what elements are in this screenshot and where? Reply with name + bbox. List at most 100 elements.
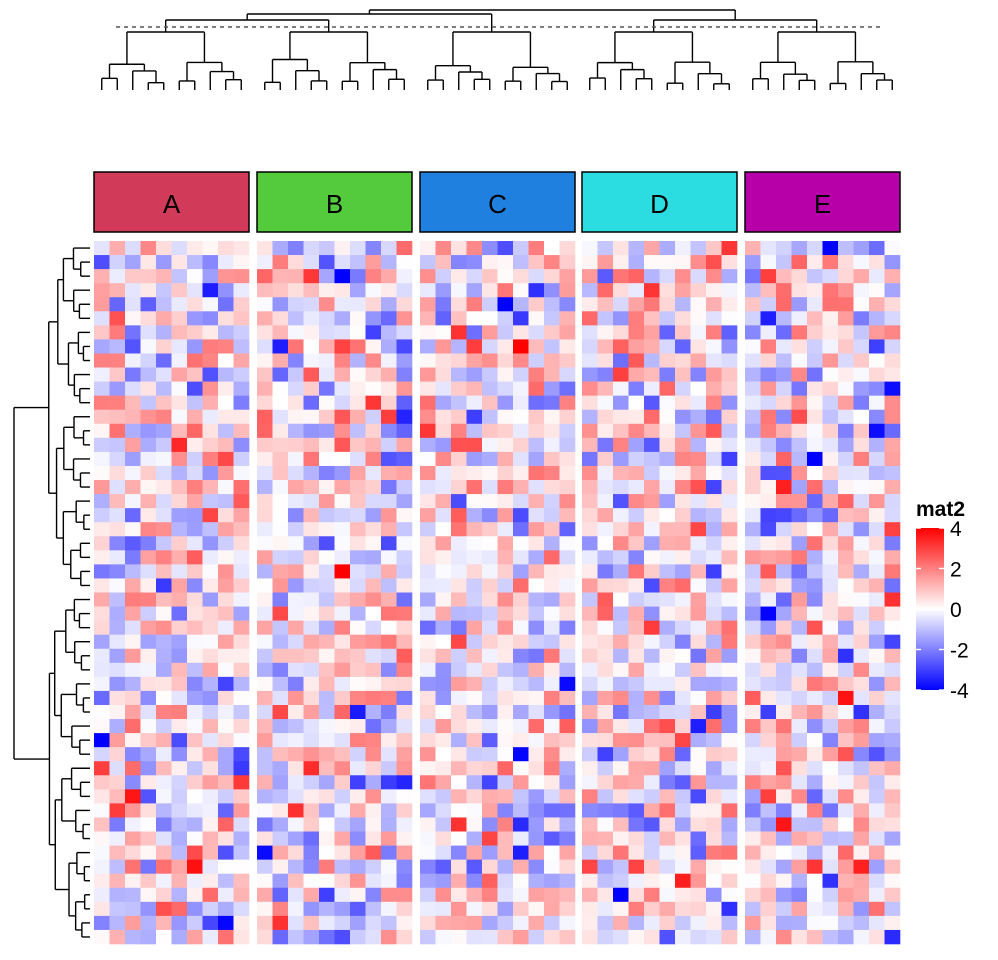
heatmap-cell xyxy=(497,901,514,917)
heatmap-cell xyxy=(690,480,707,495)
heatmap-cell xyxy=(257,634,273,650)
heatmap-cell xyxy=(690,747,707,762)
heatmap-cell xyxy=(675,634,691,650)
heatmap-cell xyxy=(202,634,219,650)
heatmap-cell xyxy=(721,662,738,678)
heatmap-cell xyxy=(171,704,188,720)
heatmap-cell xyxy=(613,761,629,776)
heatmap-cell xyxy=(791,606,808,621)
heatmap-cell xyxy=(659,241,676,256)
heatmap-cell xyxy=(559,395,576,411)
heatmap-cell xyxy=(822,339,839,354)
heatmap-cell xyxy=(807,480,823,495)
heatmap-cell xyxy=(288,564,304,579)
heatmap-cell xyxy=(365,719,382,734)
heatmap-cell xyxy=(807,634,823,650)
heatmap-cell xyxy=(350,662,366,678)
heatmap-cell xyxy=(319,676,335,692)
heatmap-cell xyxy=(613,550,629,565)
heatmap-cell xyxy=(257,606,273,621)
heatmap-cell xyxy=(396,901,413,917)
heatmap-cell xyxy=(466,592,483,607)
heatmap-cell xyxy=(644,480,660,495)
heatmap-cell xyxy=(319,719,335,734)
heatmap-cell xyxy=(644,465,660,481)
color-legend: mat2 420-2-4 xyxy=(916,498,969,703)
heatmap-cell xyxy=(272,550,289,565)
heatmap-cell xyxy=(381,522,397,537)
heatmap-cell xyxy=(140,494,157,509)
heatmap-cell xyxy=(675,887,691,903)
heatmap-cell xyxy=(628,381,645,396)
heatmap-cell xyxy=(257,747,273,762)
heatmap-cell xyxy=(497,845,514,860)
heatmap-cell xyxy=(334,437,351,453)
heatmap-cell xyxy=(497,283,514,298)
heatmap-cell xyxy=(776,648,792,664)
heatmap-cell xyxy=(257,648,273,664)
heatmap-cell xyxy=(745,241,761,256)
heatmap-cell xyxy=(497,690,514,706)
heatmap-cell xyxy=(597,451,614,467)
heatmap-cell xyxy=(544,409,560,425)
heatmap-cell xyxy=(822,508,839,523)
heatmap-cell xyxy=(822,437,839,453)
heatmap-cell xyxy=(559,676,576,692)
heatmap-cell xyxy=(125,395,141,411)
heatmap-cell xyxy=(597,915,614,931)
heatmap-cell xyxy=(822,311,839,326)
heatmap-cell xyxy=(706,283,722,298)
heatmap-cell xyxy=(528,255,545,270)
heatmap-cell xyxy=(381,367,397,382)
heatmap-cell xyxy=(559,494,576,509)
heatmap-cell xyxy=(721,817,738,832)
heatmap-cell xyxy=(497,662,514,678)
heatmap-cell xyxy=(396,241,413,256)
heatmap-cell xyxy=(202,451,219,467)
heatmap-cell xyxy=(125,704,141,720)
heatmap-cell xyxy=(544,339,560,354)
heatmap-cell xyxy=(544,648,560,664)
heatmap-cell xyxy=(706,789,722,804)
heatmap-cell xyxy=(125,522,141,537)
heatmap-cell xyxy=(675,437,691,453)
heatmap-cell xyxy=(559,859,576,874)
heatmap-cell xyxy=(884,536,901,551)
heatmap-cell xyxy=(690,901,707,917)
heatmap-cell xyxy=(435,690,452,706)
heatmap-cell xyxy=(528,451,545,467)
heatmap-cell xyxy=(528,353,545,368)
heatmap-cell xyxy=(690,522,707,537)
heatmap-cell xyxy=(233,395,250,411)
heatmap-cell xyxy=(156,480,172,495)
heatmap-cell xyxy=(884,522,901,537)
heatmap-cell xyxy=(644,508,660,523)
heatmap-cell xyxy=(156,747,172,762)
heatmap-cell xyxy=(659,662,676,678)
heatmap-cell xyxy=(109,887,126,903)
heatmap-cell xyxy=(451,578,467,593)
heatmap-cell xyxy=(171,789,188,804)
heatmap-cell xyxy=(559,817,576,832)
heatmap-cell xyxy=(482,719,498,734)
heatmap-cell xyxy=(466,494,483,509)
heatmap-cell xyxy=(482,325,498,340)
heatmap-cell xyxy=(381,536,397,551)
heatmap-cell xyxy=(776,241,792,256)
heatmap-cell xyxy=(760,339,777,354)
heatmap-cell xyxy=(513,676,529,692)
heatmap-cell xyxy=(497,437,514,453)
heatmap-cell xyxy=(791,395,808,411)
heatmap-cell xyxy=(838,409,854,425)
heatmap-cell xyxy=(853,719,870,734)
heatmap-cell xyxy=(319,789,335,804)
heatmap-cell xyxy=(544,606,560,621)
heatmap-cell xyxy=(233,662,250,678)
heatmap-cell xyxy=(218,283,234,298)
heatmap-cell xyxy=(482,409,498,425)
heatmap-cell xyxy=(776,733,792,748)
heatmap-cell xyxy=(559,564,576,579)
heatmap-cell xyxy=(613,719,629,734)
heatmap-cell xyxy=(140,508,157,523)
heatmap-cell xyxy=(482,283,498,298)
